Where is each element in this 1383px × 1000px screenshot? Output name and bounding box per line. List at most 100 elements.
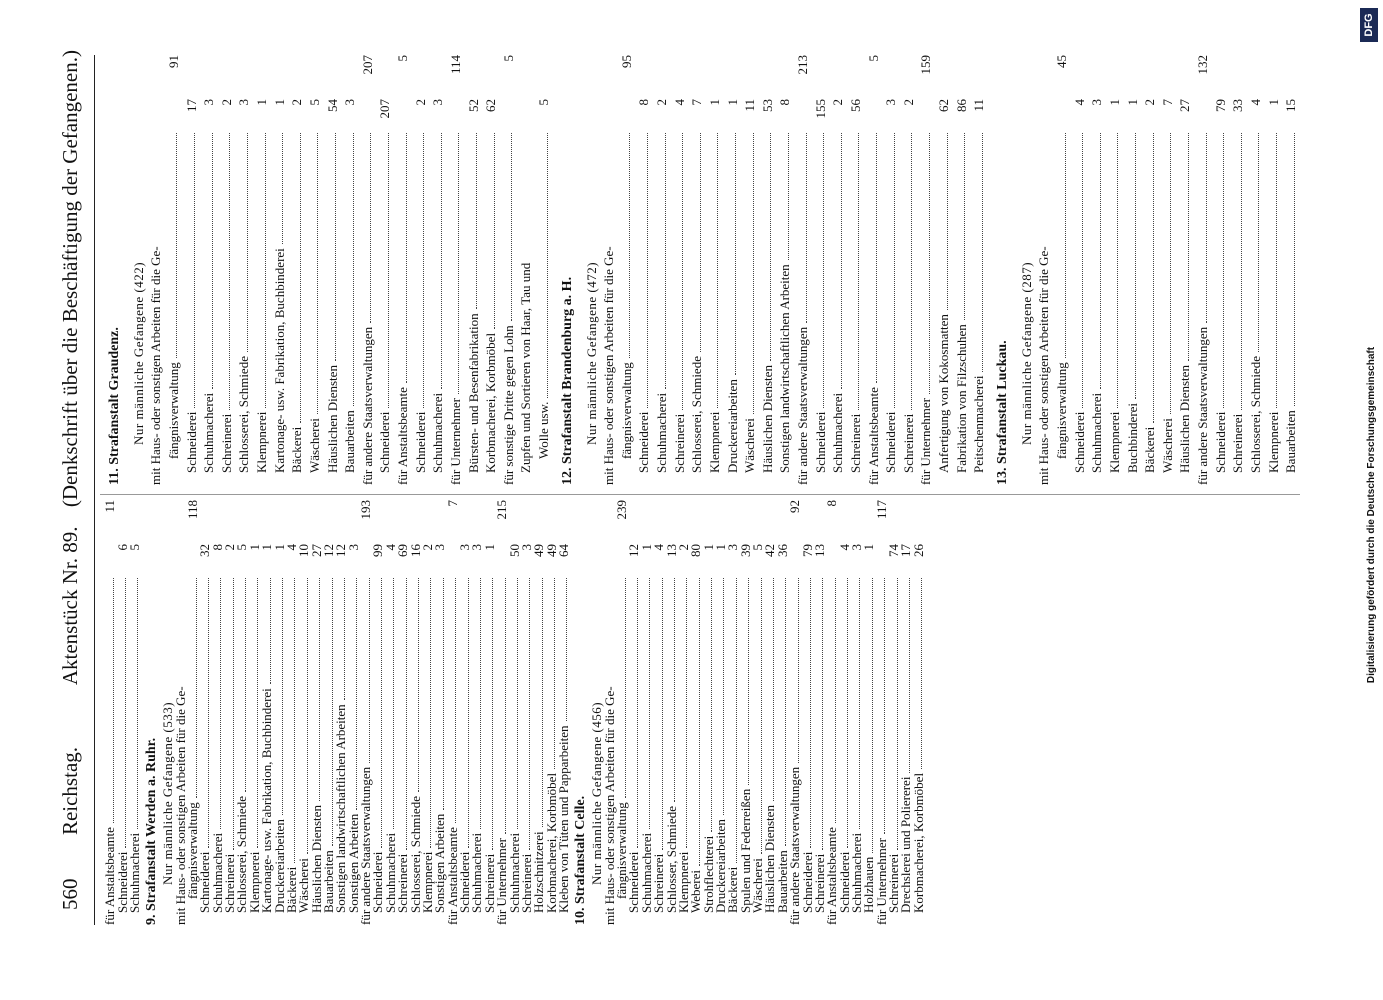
dot-leader [335,133,337,362]
item-value: 2 [289,99,305,106]
item-label: Sonstigen landwirtschaftlichen Arbeiten [777,264,793,473]
item-value: 2 [412,99,428,106]
dot-leader [717,133,719,408]
entry-row: Kleben von Tüten und Papparbeiten 64 [556,500,571,913]
dot-leader [137,578,139,829]
dot-leader [176,133,178,359]
item-label: Wäscherei [742,418,758,473]
item-label: Schneiderei [183,411,199,473]
item-label: Schuhmacherei [201,392,217,473]
item-value: 155 [812,99,828,119]
group-total: 5 [500,55,516,62]
item-label: Bäckerei [1142,426,1158,473]
dot-leader [368,578,370,763]
dot-leader [566,578,568,722]
dot-leader [423,133,425,408]
entry-row: für andere Staatsverwaltungen 213 [794,55,812,485]
item-label: Fabrikation von Filzschuhen [953,324,969,473]
dot-leader [785,578,787,847]
entry-row: Schuhmacherei 2 [653,55,671,473]
item-label: Schneiderei [1071,411,1087,473]
dot-leader [207,578,209,848]
item-value: 86 [953,99,969,112]
group-label: fängnisverwaltung [1054,362,1070,459]
item-value: 3 [342,99,358,106]
entry-row: Häuslichen Diensten 27 [1177,55,1195,473]
dot-leader [908,578,910,773]
item-value: 1 [254,99,270,106]
item-label: Schlosserei, Schmiede [689,356,705,473]
dot-leader [629,133,631,359]
group-total: 213 [795,55,811,75]
entry-row: Druckereiarbeiten 1 [724,55,742,473]
entry-row: Klempnerei 1 [706,55,724,473]
entry-row: Schreinerei 2 [218,55,236,473]
dot-leader [1293,133,1295,407]
dot-leader [282,578,284,816]
dot-leader [229,133,231,410]
group-label: für Anstaltsbeamte [865,387,881,485]
dot-leader [294,578,296,863]
item-label: Schlosserei, Schmiede [236,356,252,473]
item-value: 7 [689,99,705,106]
dot-leader [711,578,713,832]
item-label: Korbmacherei, Korbmöbel [483,332,499,473]
item-label: Häuslichen Diensten [759,365,775,473]
entry-row: Klempnerei 1 [1265,55,1283,473]
item-label: Bürsten- und Besenfabrikation [465,313,481,473]
item-value: 3 [883,99,899,106]
dot-leader [112,578,114,824]
entry-row: Schneiderei 3 [882,55,900,473]
item-label: Schneiderei [412,411,428,473]
item-value: 2 [218,99,234,106]
dot-leader [269,578,271,685]
entry-row: Klempnerei 1 [1106,55,1124,473]
dot-leader [699,133,701,353]
dot-leader [847,578,849,848]
dot-leader [884,578,886,834]
item-label: Wäscherei [306,418,322,473]
dot-leader [1258,133,1260,353]
item-label: Schreinerei [671,413,687,473]
entry-row: Schreinerei 4 [671,55,689,473]
item-value: 5 [536,99,552,106]
group-label: für andere Staatsverwaltungen [359,326,375,485]
entry-row: Wolle usw. 5 [535,55,553,459]
item-value: 52 [465,99,481,112]
group-total: 45 [1054,55,1070,68]
entry-row: Bäckerei 2 [289,55,307,473]
entry-row: Schneiderei 8 [636,55,654,473]
entry-row: Schneiderei 155 [812,55,830,473]
dot-leader [661,578,663,850]
dot-leader [748,578,750,785]
dot-leader [467,578,469,848]
dot-leader [125,578,127,848]
group-total: 5 [395,55,411,62]
entry-row: Schuhmacherei 2 [830,55,848,473]
dot-leader [554,578,556,769]
dot-leader [387,133,389,408]
entry-text: mit Haus- oder sonstigen Arbeiten für di… [148,246,164,485]
entry-row: Fabrikation von Filzschuhen 86 [953,55,971,473]
dot-leader [232,578,234,850]
entry-row: für Unternehmer 159 [918,55,936,485]
dot-leader [1082,133,1084,408]
dot-leader [352,133,354,407]
dot-leader [1152,133,1154,423]
dot-leader [282,133,284,245]
dot-leader [723,578,725,816]
section-heading: 12. Strafanstalt Brandenburg a. H. [559,276,575,485]
item-value: 56 [847,99,863,112]
item-label: Häuslichen Diensten [324,365,340,473]
entry-row: mit Haus- oder sonstigen Arbeiten für di… [600,55,618,485]
dot-leader [493,133,495,329]
entry-row: für sonstige Dritte gegen Lohn 5 [500,55,518,485]
item-label: Schreinerei [218,413,234,473]
dot-leader [686,578,688,848]
group-total: 159 [918,55,934,75]
dot-leader [476,133,478,310]
entry-row: Wäscherei 7 [1159,55,1177,473]
entry-row: Peitschenmacherei 11 [970,55,988,473]
